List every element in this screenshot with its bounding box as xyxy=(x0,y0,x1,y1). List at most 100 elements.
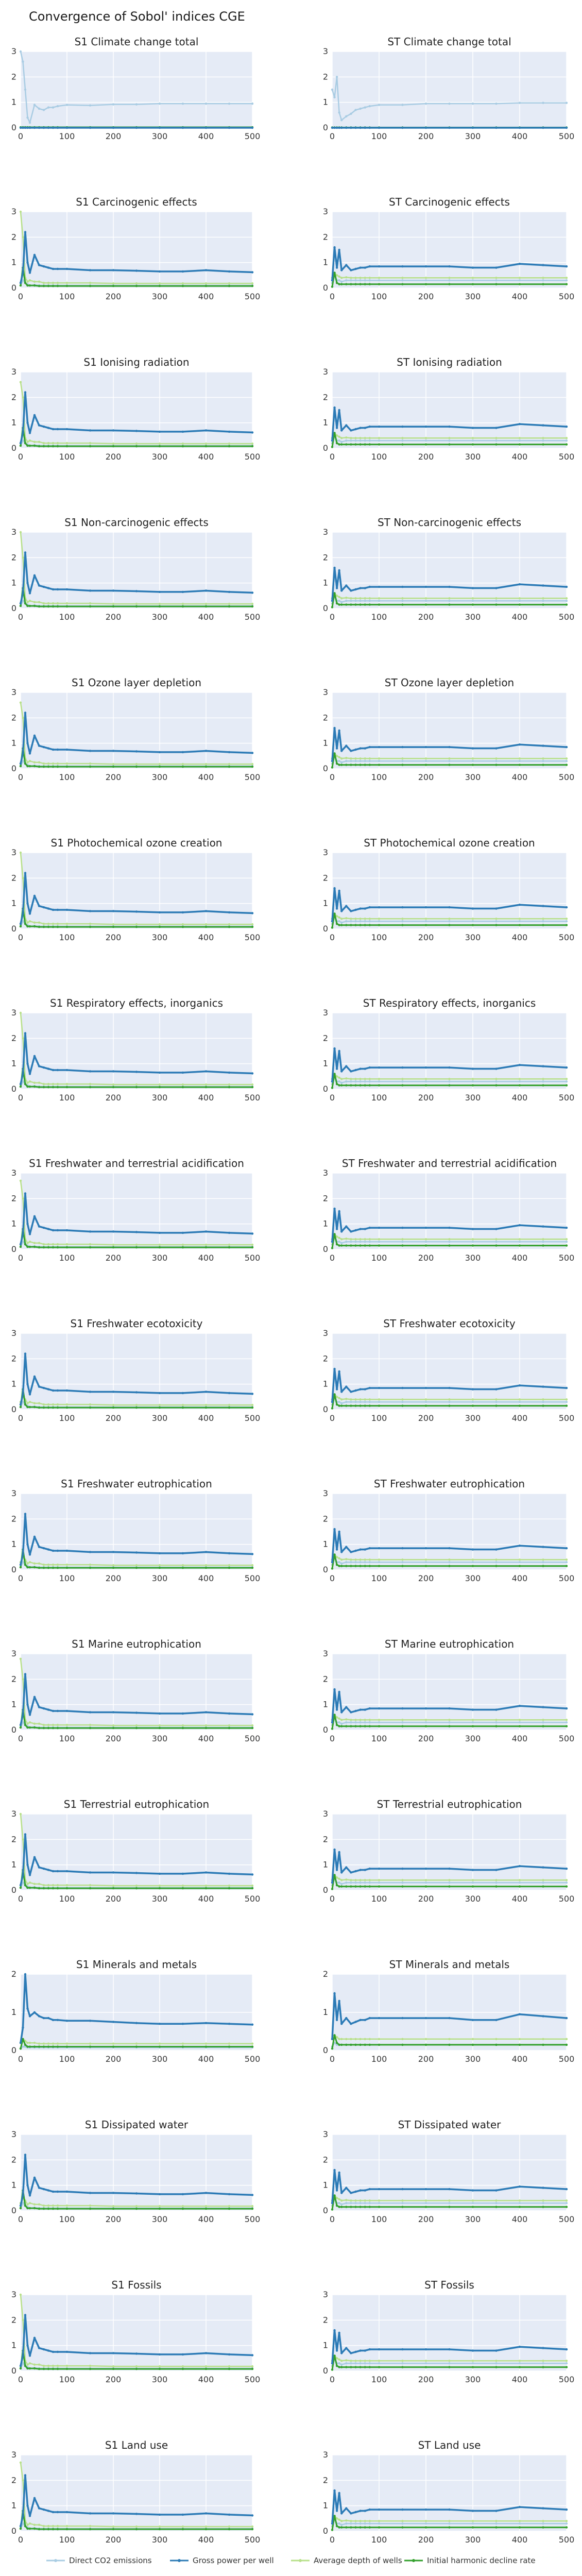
data-point xyxy=(204,1566,208,1569)
data-point xyxy=(331,606,334,608)
data-point xyxy=(340,269,343,272)
x-tick-label: 0 xyxy=(18,1253,23,1263)
y-tick-label: 2 xyxy=(323,873,328,883)
data-point xyxy=(518,2185,521,2188)
data-point xyxy=(38,925,41,928)
data-point xyxy=(89,1723,92,1726)
y-tick-label: 0 xyxy=(323,1565,328,1574)
data-point xyxy=(424,1398,427,1401)
data-point xyxy=(56,1726,59,1730)
data-point xyxy=(56,281,59,284)
data-point xyxy=(26,1566,29,1569)
data-point xyxy=(340,1244,343,1247)
data-point xyxy=(518,2038,521,2040)
data-point xyxy=(65,1566,69,1569)
data-point xyxy=(401,745,404,749)
data-point xyxy=(338,1725,340,1727)
data-point xyxy=(368,1080,371,1083)
data-point xyxy=(24,551,27,554)
data-point xyxy=(354,2526,357,2529)
data-point xyxy=(112,2045,115,2048)
data-point xyxy=(424,1078,427,1080)
legend-marker xyxy=(54,2559,57,2562)
data-point xyxy=(448,920,451,923)
data-point xyxy=(448,1401,451,1403)
data-point xyxy=(495,277,498,279)
data-point xyxy=(448,283,451,285)
x-tick-label: 500 xyxy=(559,1093,575,1103)
data-point xyxy=(338,1049,340,1053)
data-point xyxy=(112,2528,115,2531)
data-point xyxy=(350,1551,352,1553)
data-point xyxy=(338,409,340,412)
data-point xyxy=(33,2527,36,2530)
data-point xyxy=(52,922,55,925)
series-line-gross-power-per-well xyxy=(20,391,253,444)
data-point xyxy=(228,925,231,928)
data-point xyxy=(359,757,362,760)
data-point xyxy=(359,427,362,429)
data-point xyxy=(204,1724,208,1727)
data-point xyxy=(354,1398,357,1401)
data-point xyxy=(22,760,24,762)
data-point xyxy=(345,1241,348,1243)
data-point xyxy=(424,906,427,909)
data-point xyxy=(56,1549,59,1552)
y-tick-label: 1 xyxy=(323,1219,328,1229)
data-point xyxy=(542,920,544,923)
data-point xyxy=(350,1080,352,1083)
data-point xyxy=(378,104,381,106)
data-point xyxy=(542,1398,544,1401)
x-tick-label: 300 xyxy=(465,131,481,141)
data-point xyxy=(354,2190,357,2193)
y-tick-label: 1 xyxy=(323,1059,328,1069)
series-line-gross-power-per-well xyxy=(20,1973,253,2044)
data-point xyxy=(19,922,22,925)
data-point xyxy=(345,2507,348,2510)
y-tick-label: 1 xyxy=(11,1700,16,1709)
data-point xyxy=(378,600,381,602)
x-tick-label: 200 xyxy=(106,2214,122,2224)
y-tick-label: 1 xyxy=(11,899,16,908)
data-point xyxy=(565,277,568,279)
data-point xyxy=(251,1887,254,1890)
data-point xyxy=(331,126,334,129)
data-point xyxy=(181,2365,184,2368)
data-point xyxy=(518,443,521,446)
data-point xyxy=(565,1398,568,1401)
data-point xyxy=(364,907,366,910)
y-tick-label: 3 xyxy=(323,46,328,56)
data-point xyxy=(158,1724,161,1727)
data-point xyxy=(89,1070,92,1073)
data-point xyxy=(565,2522,568,2525)
data-point xyxy=(518,1244,521,1247)
data-point xyxy=(42,1884,45,1887)
data-point xyxy=(364,760,366,762)
data-point xyxy=(345,1558,348,1561)
data-point xyxy=(495,1398,498,1401)
data-point xyxy=(228,2193,231,2196)
data-point xyxy=(228,1724,231,1727)
y-tick-label: 1 xyxy=(11,578,16,588)
data-point xyxy=(331,1882,334,1884)
x-tick-label: 400 xyxy=(512,292,528,301)
data-point xyxy=(424,745,427,749)
data-point xyxy=(424,2188,427,2191)
data-point xyxy=(22,877,24,879)
data-point xyxy=(33,1242,36,1244)
data-point xyxy=(47,284,50,287)
data-point xyxy=(47,1869,50,1871)
data-point xyxy=(251,752,254,754)
data-point xyxy=(448,1561,451,1564)
data-point xyxy=(65,922,69,925)
data-point xyxy=(471,747,474,750)
series-line-gross-power-per-well xyxy=(331,1208,568,1243)
data-point xyxy=(345,1882,348,1884)
data-point xyxy=(518,1401,521,1403)
data-point xyxy=(350,2362,352,2365)
data-point xyxy=(354,600,357,602)
data-point xyxy=(495,924,498,926)
data-point xyxy=(359,1725,362,1727)
data-point xyxy=(38,440,41,443)
